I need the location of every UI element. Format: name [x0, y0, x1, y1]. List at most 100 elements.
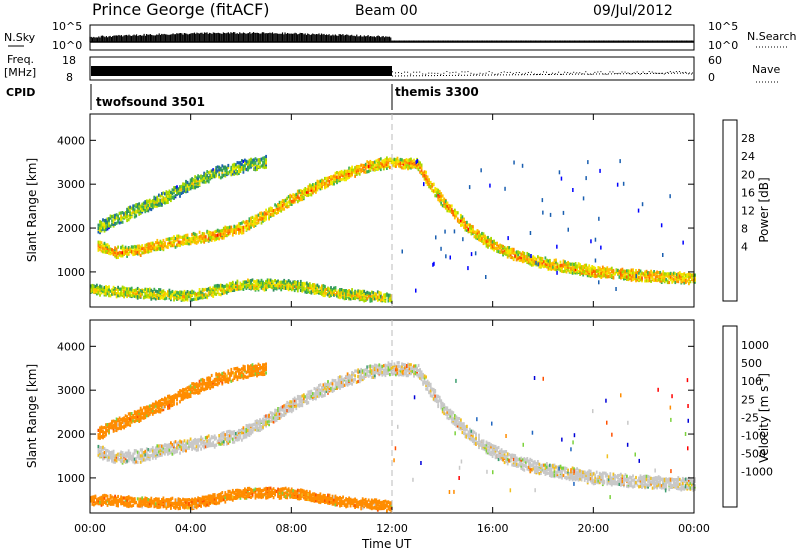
heatmap-cell [582, 265, 585, 269]
colorbar-frame [722, 119, 738, 302]
heatmap-cell [512, 251, 515, 255]
scatter-cell [600, 245, 602, 250]
heatmap-cell [319, 179, 322, 183]
heatmap-cell [345, 175, 347, 179]
heatmap-cell [493, 248, 495, 252]
heatmap-cell [370, 296, 373, 301]
heatmap-cell [689, 273, 692, 277]
heatmap-cell [503, 245, 506, 250]
heatmap-cell [367, 294, 370, 298]
heatmap-cell [324, 182, 326, 186]
heatmap-cell [546, 265, 548, 269]
colorbar-tick-label: 28 [741, 132, 755, 145]
heatmap-cell [656, 275, 658, 279]
heatmap-cell [367, 291, 370, 295]
heatmap-cell [487, 239, 489, 243]
heatmap-cell [437, 188, 440, 192]
heatmap-cell [251, 163, 254, 167]
heatmap-cell [672, 271, 675, 275]
heatmap-cell [236, 161, 239, 165]
heatmap-cell [447, 207, 450, 211]
heatmap-cell [490, 236, 492, 241]
heatmap-cell [239, 281, 242, 285]
heatmap-cell [272, 284, 275, 288]
heatmap-cell [417, 164, 420, 168]
heatmap-cell [251, 158, 254, 162]
heatmap-cell [659, 277, 662, 281]
heatmap-cell [197, 448, 199, 452]
heatmap-cell [207, 291, 210, 295]
heatmap-cell [105, 243, 107, 247]
heatmap-cell [345, 172, 347, 176]
heatmap-cell [265, 208, 267, 212]
heatmap-cell [132, 293, 135, 297]
heatmap-cell [242, 231, 245, 235]
heatmap-cell [549, 263, 551, 267]
heatmap-cell [360, 290, 363, 294]
heatmap-cell [224, 232, 227, 236]
heatmap-cell [180, 187, 183, 192]
heatmap-cell [506, 249, 509, 253]
heatmap-cell [189, 298, 192, 302]
heatmap-cell [224, 225, 227, 229]
heatmap-cell [235, 225, 237, 229]
heatmap-cell [653, 278, 655, 282]
heatmap-cell [265, 161, 267, 165]
heatmap-cell [521, 256, 524, 260]
heatmap-cell [183, 291, 186, 295]
heatmap-cell [209, 174, 212, 178]
heatmap-cell [369, 297, 372, 301]
heatmap-cell [639, 273, 642, 277]
heatmap-cell [233, 229, 236, 233]
heatmap-cell [244, 163, 246, 167]
heatmap-cell [144, 287, 147, 291]
heatmap-cell [123, 247, 125, 251]
heatmap-cell [153, 201, 156, 205]
scatter-cell [507, 236, 509, 241]
heatmap-cell [244, 221, 246, 225]
heatmap-cell [238, 224, 240, 228]
heatmap-cell [295, 196, 298, 200]
heatmap-cell [268, 284, 270, 288]
heatmap-cell [254, 286, 257, 290]
heatmap-cell [197, 240, 199, 244]
heatmap-cell [296, 282, 299, 286]
heatmap-cell [100, 244, 103, 248]
heatmap-cell [354, 291, 356, 296]
heatmap-cell [490, 242, 492, 246]
heatmap-cell [121, 288, 124, 292]
heatmap-cell [151, 199, 154, 203]
heatmap-cell [497, 250, 500, 254]
heatmap-cell [645, 269, 648, 273]
heatmap-cell [493, 244, 495, 248]
heatmap-cell [620, 274, 622, 278]
heatmap-cell [295, 281, 298, 285]
heatmap-cell [241, 428, 243, 432]
heatmap-cell [280, 206, 283, 210]
heatmap-cell [259, 165, 261, 169]
heatmap-cell [219, 434, 222, 438]
heatmap-cell [568, 269, 571, 273]
scatter-cell [445, 254, 447, 259]
heatmap-cell [174, 236, 177, 241]
heatmap-cell [194, 437, 196, 442]
heatmap-cell [138, 202, 141, 206]
heatmap-cell [174, 293, 177, 297]
heatmap-cell [370, 290, 373, 294]
heatmap-cell [591, 267, 594, 271]
heatmap-cell [437, 194, 440, 198]
heatmap-cell [262, 156, 264, 160]
heatmap-cell [126, 249, 128, 253]
heatmap-cell [244, 280, 246, 284]
heatmap-cell [638, 275, 640, 280]
heatmap-cell [573, 265, 575, 269]
heatmap-cell [441, 204, 444, 208]
heatmap-cell [216, 439, 219, 443]
scatter-cell [415, 288, 417, 293]
heatmap-cell [154, 246, 157, 250]
heatmap-cell [571, 266, 574, 270]
heatmap-cell [485, 240, 488, 244]
heatmap-cell [185, 296, 187, 300]
heatmap-cell [121, 451, 124, 455]
heatmap-cell [431, 183, 434, 187]
